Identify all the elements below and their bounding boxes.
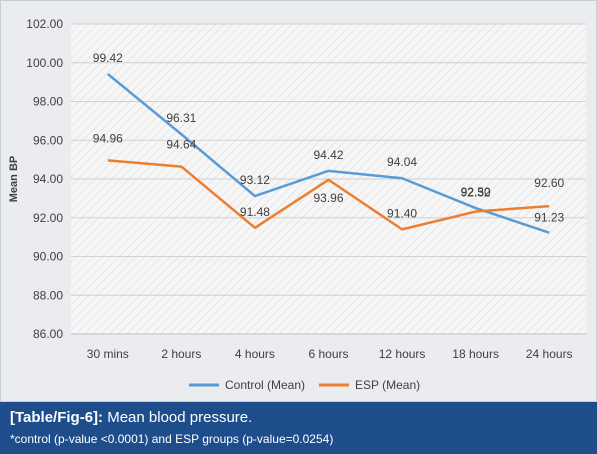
data-label: 93.96: [313, 191, 343, 205]
data-label: 94.04: [387, 155, 417, 169]
data-label: 99.42: [93, 51, 123, 65]
data-label: 91.23: [534, 211, 564, 225]
data-label: 93.12: [240, 173, 270, 187]
y-tick-label: 102.00: [26, 17, 63, 31]
data-label: 92.50: [461, 185, 491, 199]
data-label: 94.64: [166, 138, 196, 152]
x-tick-label: 12 hours: [379, 347, 426, 361]
series-line-control: [106, 73, 550, 234]
mean-bp-chart: 86.00 88.00 90.00 92.00 94.00 96.00 98.00 100.0…: [8, 17, 586, 392]
y-axis-title: Mean BP: [8, 156, 20, 202]
series-line-esp: [107, 159, 550, 231]
data-label: 92.32: [461, 186, 491, 200]
data-label: 96.31: [166, 111, 196, 125]
x-tick-label: 18 hours: [452, 347, 499, 361]
y-tick-label: 88.00: [33, 288, 63, 302]
data-label: 94.96: [93, 131, 123, 145]
legend-label: ESP (Mean): [355, 378, 420, 392]
data-label: 94.42: [313, 148, 343, 162]
chart-panel: 86.00 88.00 90.00 92.00 94.00 96.00 98.00 100.0…: [0, 0, 597, 402]
data-label: 91.40: [387, 206, 417, 220]
data-label: 92.60: [534, 176, 564, 190]
x-tick-label: 2 hours: [161, 347, 201, 361]
x-tick-label: 30 mins: [87, 347, 129, 361]
y-tick-label: 94.00: [33, 172, 63, 186]
y-tick-label: 86.00: [33, 327, 63, 341]
figure-caption: [Table/Fig-6]: Mean blood pressure. *con…: [0, 402, 597, 454]
x-tick-label: 6 hours: [308, 347, 348, 361]
y-tick-label: 92.00: [33, 211, 63, 225]
x-tick-label: 4 hours: [235, 347, 275, 361]
y-tick-label: 90.00: [33, 250, 63, 264]
caption-label: [Table/Fig-6]:: [10, 409, 104, 426]
caption-note: *control (p-value <0.0001) and ESP group…: [10, 432, 334, 446]
y-tick-label: 96.00: [33, 133, 63, 147]
caption-text: Mean blood pressure.: [103, 409, 253, 426]
x-tick-label: 24 hours: [526, 347, 573, 361]
y-tick-label: 98.00: [33, 95, 63, 109]
legend-label: Control (Mean): [225, 378, 305, 392]
y-tick-label: 100.00: [26, 56, 63, 70]
data-label: 91.48: [240, 205, 270, 219]
